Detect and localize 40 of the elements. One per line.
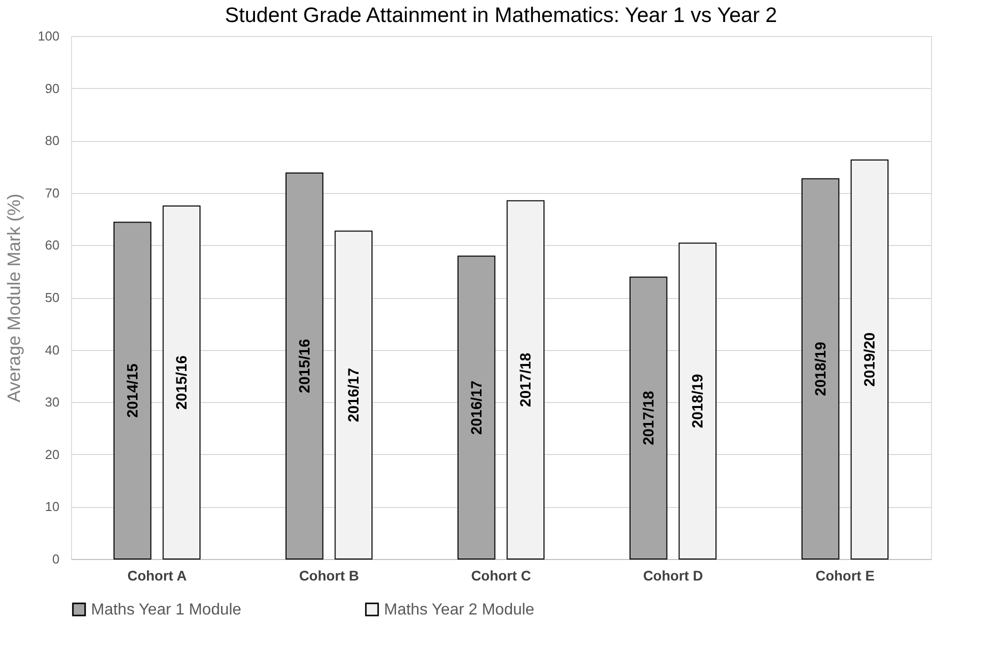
legend-label: Maths Year 2 Module: [384, 601, 534, 618]
y-tick-label: 80: [45, 133, 60, 148]
data-label: 2014/15: [124, 363, 142, 418]
y-tick-label: 70: [45, 185, 60, 200]
bar: [506, 200, 544, 560]
y-tick-label: 50: [45, 290, 60, 305]
y-axis-title: Average Module Mark (%): [4, 194, 24, 402]
bar: [678, 242, 716, 560]
y-tick-label: 30: [45, 394, 60, 410]
chart-title: Student Grade Attainment in Mathematics: Year 1 vs Year 2: [224, 4, 778, 27]
bar: [630, 276, 668, 560]
x-tick-label: Cohort D: [643, 568, 703, 584]
x-tick-label: Cohort E: [815, 568, 875, 584]
y-tick-label: 40: [45, 342, 60, 358]
y-tick-label: 60: [45, 238, 60, 253]
data-label: 2018/19: [812, 342, 830, 396]
data-label: 2017/18: [518, 352, 535, 407]
bar: [334, 230, 372, 560]
x-tick-label: Cohort B: [299, 568, 359, 584]
data-label: 2019/20: [862, 332, 879, 387]
x-tick-label: Cohort A: [127, 568, 187, 584]
bar: [286, 172, 324, 560]
y-tick-label: 10: [45, 499, 60, 514]
y-tick-label: 20: [45, 446, 60, 462]
data-label: 2015/16: [296, 338, 314, 394]
data-label: 2015/16: [174, 355, 191, 410]
bar: [802, 178, 840, 560]
y-tick-label: 90: [45, 80, 60, 96]
y-tick-label: 100: [38, 28, 60, 44]
data-label: 2017/18: [640, 390, 658, 446]
bar: [114, 222, 152, 560]
data-label: 2016/17: [468, 380, 486, 435]
x-tick-label: Cohort C: [471, 568, 531, 584]
data-label: 2018/19: [690, 374, 707, 428]
y-tick-label: 0: [52, 552, 60, 566]
bar: [850, 159, 888, 560]
data-label: 2016/17: [346, 368, 363, 422]
bar: [162, 205, 200, 560]
legend-label: Maths Year 1 Module: [91, 601, 242, 618]
bar: [458, 256, 496, 560]
